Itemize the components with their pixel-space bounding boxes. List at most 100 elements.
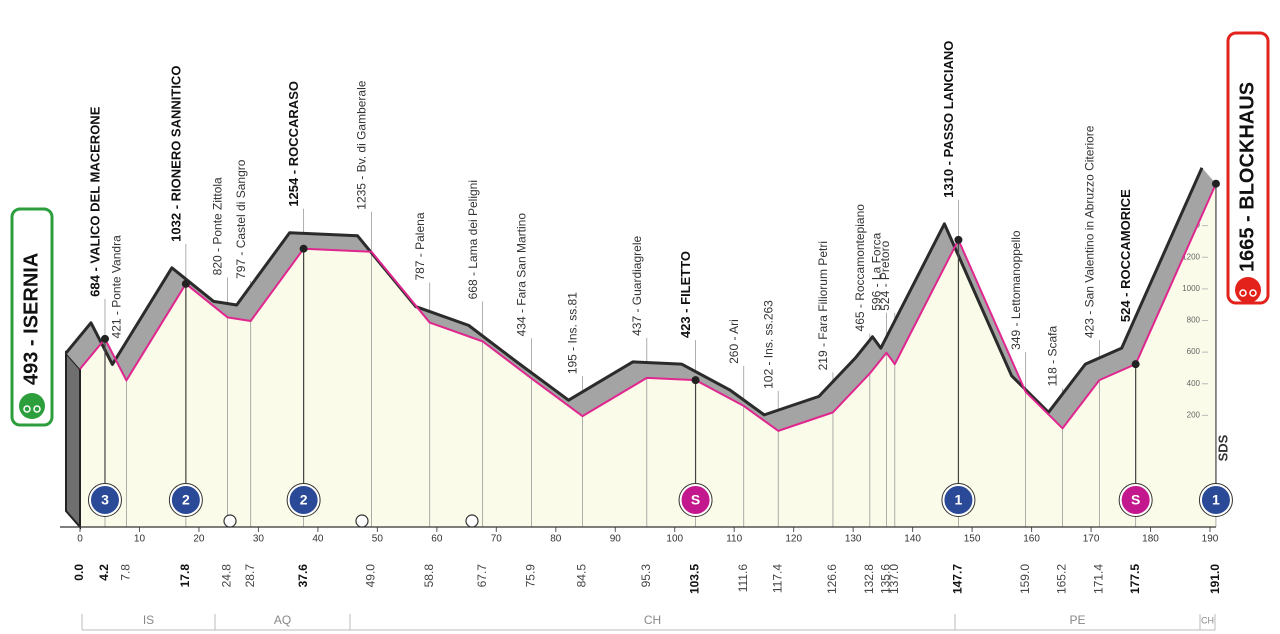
profile-ridge <box>64 167 1204 417</box>
waypoint-km: 37.6 <box>296 564 310 588</box>
y-tick-label: 400 <box>1187 379 1201 388</box>
x-tick-label: 10 <box>134 534 146 545</box>
climb-category: 3 <box>101 492 109 508</box>
waypoint-km: 177.5 <box>1128 564 1142 594</box>
waypoint-label: 118 - Scafa <box>1046 326 1060 387</box>
climb-icon-ring <box>678 483 713 517</box>
waypoint-km: 7.8 <box>119 564 133 581</box>
climb-icon <box>287 484 320 516</box>
start-icon <box>19 393 45 419</box>
waypoint-label: 524 - Pretoro <box>878 240 892 310</box>
x-tick-label: 20 <box>193 534 205 545</box>
finish-label: 1665 - BLOCKHAUS <box>1236 82 1258 272</box>
x-tick-label: 50 <box>372 534 384 545</box>
waypoint-km: 0.0 <box>72 564 86 581</box>
waypoint-km: 24.8 <box>220 564 234 588</box>
climb-point <box>100 334 109 343</box>
climb-category: S <box>691 492 700 508</box>
waypoint-km: 147.7 <box>951 564 965 594</box>
waypoint-label: 102 - Ins. ss.263 <box>761 300 775 389</box>
waypoint-label: 437 - Guardiagrele <box>630 236 644 336</box>
waypoint-km: 28.7 <box>243 564 257 588</box>
region-label: CH <box>644 613 661 627</box>
logo: SDS <box>1215 434 1230 461</box>
waypoint-km: 103.5 <box>688 564 702 594</box>
waypoint-label: 465 - Roccamontepiano <box>853 204 867 332</box>
climb-category: 1 <box>1212 492 1220 508</box>
climb-icon-ring <box>1198 483 1233 517</box>
profile-ribbon <box>66 167 1216 431</box>
waypoint-label: 1235 - Bv. di Gamberale <box>355 80 369 210</box>
waypoint-km: 159.0 <box>1018 564 1032 594</box>
climb-category: 2 <box>182 492 190 508</box>
x-tick-label: 160 <box>1023 534 1040 545</box>
waypoint-km: 111.6 <box>736 564 750 593</box>
climb-icon <box>88 484 121 516</box>
start-icon-wheel <box>23 405 31 413</box>
region-label: IS <box>143 613 154 627</box>
waypoint-label: 596 - La Forca <box>870 232 884 310</box>
climb-category: S <box>1131 492 1140 508</box>
waypoint-km: 49.0 <box>364 564 378 588</box>
route-icon <box>223 514 237 528</box>
x-tick-label: 100 <box>666 534 683 545</box>
x-tick-label: 60 <box>431 534 443 545</box>
finish-icon-wheel <box>1239 289 1247 297</box>
route-icon <box>355 514 369 528</box>
climb-icon-ring <box>1118 483 1153 517</box>
waypoint-km: 191.0 <box>1208 564 1222 594</box>
y-tick-label: 800 <box>1187 316 1201 325</box>
waypoint-km: 132.8 <box>862 564 876 594</box>
waypoint-label: 820 - Ponte Zittola <box>211 177 225 275</box>
x-tick-label: 80 <box>550 534 562 545</box>
climb-category: 2 <box>300 492 308 508</box>
waypoint-km: 95.3 <box>639 564 653 588</box>
waypoint-label: 434 - Fara San Martino <box>515 213 529 337</box>
waypoint-label: 423 - San Valentino in Abruzzo Citeriore <box>1083 125 1097 338</box>
waypoint-label: 260 - Ari <box>727 319 741 364</box>
x-tick-label: 30 <box>253 534 265 545</box>
waypoint-km: 135.6 <box>879 564 893 594</box>
waypoint-label: 219 - Fara Filiorum Petri <box>816 241 830 370</box>
start-label: 493 - ISERNIA <box>20 253 42 385</box>
waypoint-km: 75.9 <box>524 564 538 588</box>
profile-fill <box>80 183 1216 528</box>
x-tick-label: 150 <box>964 534 981 545</box>
waypoint-label: 787 - Palena <box>413 212 427 280</box>
x-tick-label: 0 <box>77 534 83 545</box>
waypoint-km: 84.5 <box>575 564 589 588</box>
start-icon-wheel <box>33 405 41 413</box>
x-tick-label: 190 <box>1202 534 1219 545</box>
climb-point <box>1211 179 1220 188</box>
region-label: PE <box>1069 613 1085 627</box>
waypoint-km: 126.6 <box>825 564 839 594</box>
route-icon <box>465 514 479 528</box>
waypoint-label: 668 - Lama dei Peligni <box>466 180 480 299</box>
climb-icon <box>679 484 712 516</box>
waypoint-label: 349 - Lettomanoppello <box>1009 230 1023 350</box>
waypoint-km: 4.2 <box>97 564 111 581</box>
x-tick-label: 130 <box>845 534 862 545</box>
waypoint-km: 137.0 <box>887 564 901 594</box>
climb-category: 1 <box>955 492 963 508</box>
y-tick-label: 200 <box>1187 410 1201 419</box>
finish-icon-wheel <box>1249 289 1257 297</box>
waypoint-km: 171.4 <box>1092 564 1106 594</box>
climb-icon <box>1119 484 1152 516</box>
profile-side <box>65 350 81 530</box>
climb-point <box>181 279 190 288</box>
waypoint-label: 797 - Castel di Sangro <box>234 159 248 279</box>
climb-icon-ring <box>87 483 122 517</box>
y-tick-label: 1200 <box>1182 252 1200 261</box>
x-tick-label: 120 <box>785 534 802 545</box>
profile-line <box>79 183 1217 432</box>
waypoint-label: 195 - Ins. ss.81 <box>566 292 580 374</box>
x-tick-label: 110 <box>726 534 742 545</box>
climb-point <box>954 235 963 244</box>
x-tick-label: 170 <box>1083 534 1100 545</box>
x-tick-label: 90 <box>610 534 622 545</box>
climb-icon-ring <box>941 483 976 517</box>
y-tick-label: 600 <box>1187 347 1201 356</box>
waypoint-km: 67.7 <box>475 564 489 588</box>
